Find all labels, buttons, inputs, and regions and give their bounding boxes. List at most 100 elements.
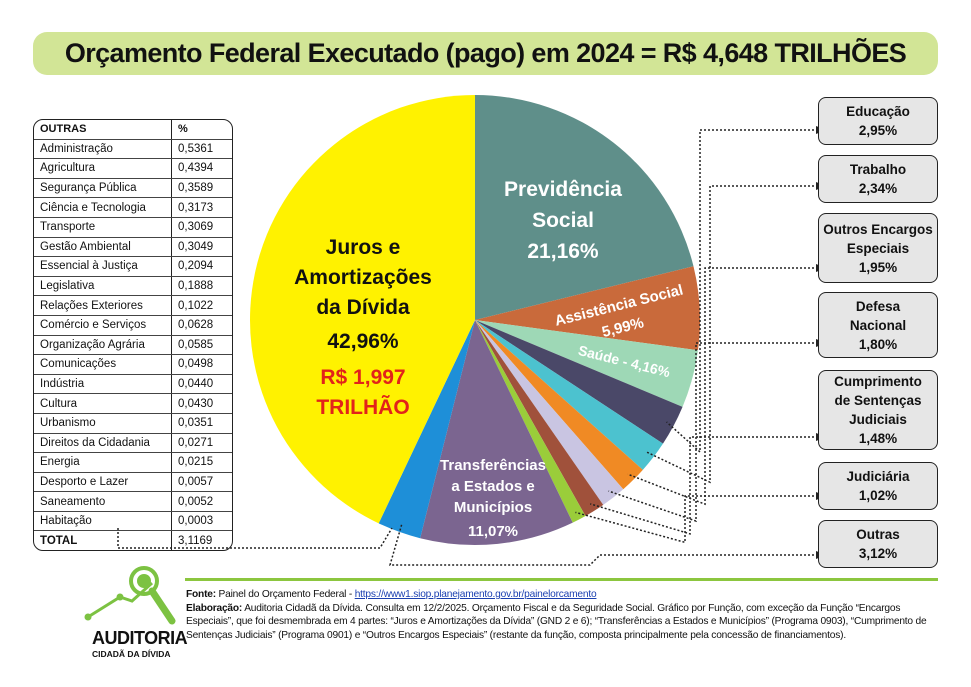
callout-line: 1,48% [858,431,898,446]
callout-box: Outros Encargos Especiais 1,95% [818,213,938,283]
pie-slice-defesa-nacional [475,320,624,505]
callout-line: de Sentenças [834,393,922,408]
row-name: Legislativa [34,276,172,296]
table-row: Desporto e Lazer 0,0057 [34,471,232,492]
callout-box: Outras 3,12% [818,520,938,568]
pie-slice-saude [475,320,698,407]
table-row: Energia 0,0215 [34,452,232,472]
table-row: Agricultura 0,4394 [34,158,232,178]
row-value: 0,0628 [178,319,214,332]
slice-label: a Estados e [451,478,534,495]
total-value: 3,1169 [178,534,213,547]
slice-label: Juros e [326,236,401,259]
callout-line: Especiais [846,240,910,256]
row-value: 0,0057 [178,475,214,488]
callout-line: 1,95% [858,259,898,275]
logo-title: AUDITORIA [92,628,188,648]
row-name: Energia [34,453,172,472]
callout-box: Judiciária 1,02% [818,462,938,510]
row-name: Essencial à Justiça [34,257,172,276]
callout-line: 2,95% [858,123,898,138]
slice-label: 42,96% [327,330,399,353]
row-value: 0,3589 [178,182,214,195]
table-row: Ciência e Tecnologia 0,3173 [34,197,232,217]
row-value: 0,1022 [178,299,214,312]
row-name: Direitos da Cidadania [34,433,172,453]
callout-line: Defesa [855,298,901,314]
row-value: 0,3173 [178,201,214,214]
row-name: Comunicações [34,355,172,374]
callout-line: Judiciais [849,412,907,427]
slice-label: 11,07% [468,523,518,540]
row-name: Indústria [34,374,172,394]
slice-label: Transferências [440,457,546,474]
row-name: Agricultura [34,159,172,178]
pie-slice-assistencia-social [475,266,700,351]
row-value: 0,0440 [178,378,214,391]
row-value: 0,5361 [178,142,214,155]
row-value: 0,2094 [178,260,214,273]
callout-line: 3,12% [858,546,898,561]
row-name: Ciência e Tecnologia [34,198,172,217]
callout-line: 2,34% [858,181,898,196]
pie-slice-transferencias-a-estados-e-municipios [420,320,573,545]
page-title: Orçamento Federal Executado (pago) em 20… [33,32,938,75]
row-value: 0,0052 [178,495,214,508]
pie-slice-juros-e-amortizacoes-da-divida [250,95,475,524]
leader-line [646,185,814,484]
leader-line [389,524,814,566]
callout-line: Nacional [849,317,907,333]
row-name: Gestão Ambiental [34,237,172,257]
fonte-label: Fonte: [186,589,216,600]
pie-slice-outras [378,320,475,539]
table-row: Urbanismo 0,0351 [34,412,232,433]
header-outras: OUTRAS [34,120,172,139]
table-row: Essencial à Justiça 0,2094 [34,256,232,276]
row-name: Administração [34,139,172,159]
elaboracao-label: Elaboração: [186,602,243,614]
pie-slice-outros-encargos-especiais [475,320,643,490]
row-value: 0,0585 [178,338,214,351]
callout-line: Trabalho [849,162,907,177]
leader-line [590,436,814,535]
footer-divider [185,578,938,581]
row-name: Relações Exteriores [34,296,172,315]
table-row: Saneamento 0,0052 [34,491,232,511]
callout-line: Educação [846,104,910,119]
table-row: Relações Exteriores 0,1022 [34,295,232,315]
table-row: Gestão Ambiental 0,3049 [34,236,232,257]
table-row: Cultura 0,0430 [34,393,232,413]
callout-line: 1,02% [858,488,898,503]
callout-line: 1,80% [858,336,898,352]
row-name: Comércio e Serviços [34,315,172,335]
callout-box: Educação 2,95% [818,97,938,145]
leader-line [575,495,814,544]
row-value: 0,0215 [178,456,214,469]
fonte-text: Painel do Orçamento Federal - [215,589,355,600]
pie-slice-educacao [475,320,683,444]
table-row: Segurança Pública 0,3589 [34,177,232,198]
row-value: 0,0351 [178,417,214,430]
row-value: 0,1888 [178,280,214,293]
elaboracao-text: Auditoria Cidadã da Dívida. Consulta em … [186,602,927,641]
row-name: Segurança Pública [34,178,172,198]
table-row: Habitação 0,0003 [34,510,232,531]
callout-box: Cumprimento de Sentenças Judiciais 1,48% [818,370,938,450]
slice-label: da Dívida [316,296,410,319]
slice-label: Previdência [504,178,622,201]
total-label: TOTAL [34,531,172,551]
table-row: Administração 0,5361 [34,138,232,159]
slice-label: Amortizações [294,266,432,289]
fonte-link[interactable]: https://www1.siop.planejamento.gov.br/pa… [354,589,597,600]
slice-label: Social [532,209,594,232]
row-value: 0,0498 [178,358,214,371]
callout-line: Outras [856,527,900,542]
row-name: Habitação [34,511,172,531]
table-total-row: TOTAL 3,1169 [34,530,232,551]
table-row: Comércio e Serviços 0,0628 [34,314,232,335]
table-row: Indústria 0,0440 [34,373,232,394]
table-header: OUTRAS % [34,120,232,139]
pie-slice-trabalho [475,320,663,470]
pie-slice-cumprimento-de-sentencas-judiciais [475,320,604,516]
callout-box: Trabalho 2,34% [818,155,938,203]
